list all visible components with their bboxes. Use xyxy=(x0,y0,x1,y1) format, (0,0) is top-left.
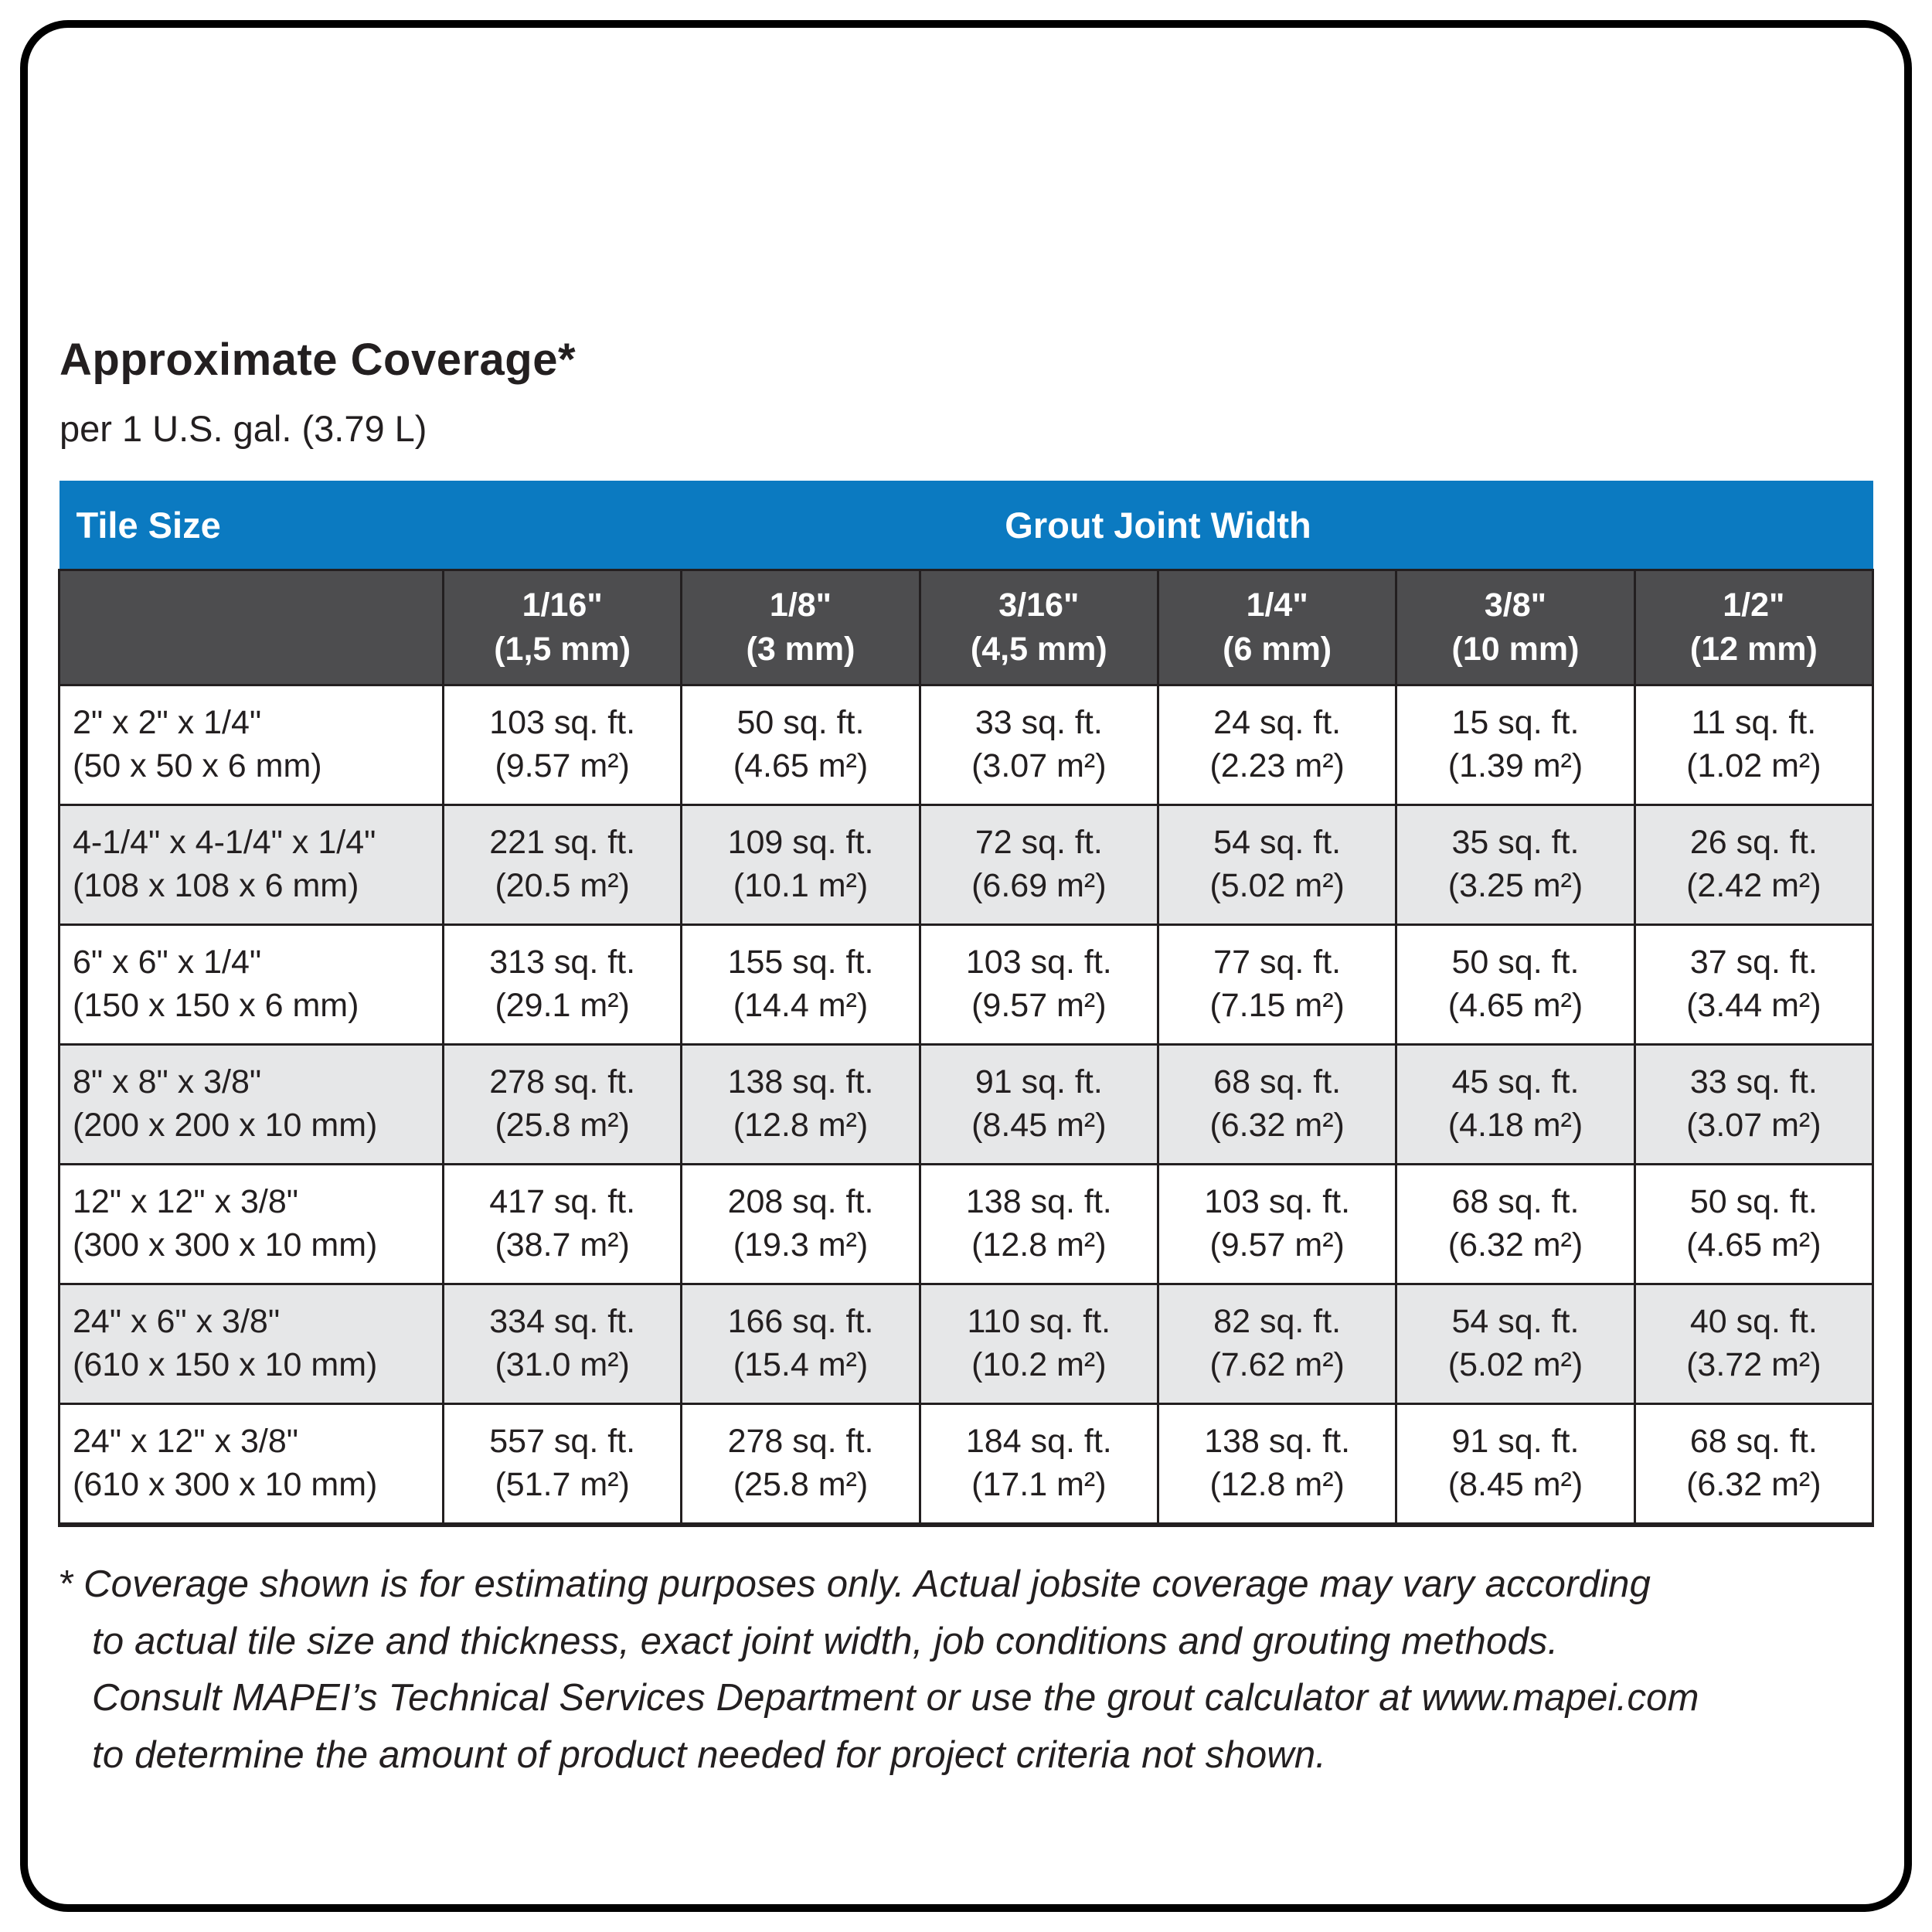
coverage-cell: 24 sq. ft. (2.23 m²) xyxy=(1156,684,1398,806)
coverage-cell: 54 sq. ft. (5.02 m²) xyxy=(1156,804,1398,926)
coverage-cell: 40 sq. ft. (3.72 m²) xyxy=(1633,1283,1875,1405)
tile-size-cell: 2" x 2" x 1/4" (50 x 50 x 6 mm) xyxy=(58,684,444,806)
coverage-cell: 313 sq. ft. (29.1 m²) xyxy=(441,923,683,1046)
coverage-cell: 334 sq. ft. (31.0 m²) xyxy=(441,1283,683,1405)
coverage-cell: 33 sq. ft. (3.07 m²) xyxy=(1633,1043,1875,1165)
footnote-line: to determine the amount of product neede… xyxy=(92,1733,1327,1776)
coverage-cell: 33 sq. ft. (3.07 m²) xyxy=(918,684,1159,806)
coverage-cell: 35 sq. ft. (3.25 m²) xyxy=(1395,804,1636,926)
coverage-cell: 138 sq. ft. (12.8 m²) xyxy=(918,1163,1159,1285)
tile-size-cell: 8" x 8" x 3/8" (200 x 200 x 10 mm) xyxy=(58,1043,444,1165)
coverage-cell: 155 sq. ft. (14.4 m²) xyxy=(680,923,921,1046)
footnote: * Coverage shown is for estimating purpo… xyxy=(58,1556,1874,1784)
page-title: Approximate Coverage* xyxy=(60,335,577,385)
coverage-cell: 103 sq. ft. (9.57 m²) xyxy=(441,684,683,806)
empty-subheader-cell xyxy=(58,569,444,686)
coverage-table-body: 2" x 2" x 1/4" (50 x 50 x 6 mm) 103 sq. ft… xyxy=(58,684,1875,1526)
coverage-cell: 50 sq. ft. (4.65 m²) xyxy=(1633,1163,1875,1285)
footnote-line: to actual tile size and thickness, exact… xyxy=(92,1620,1559,1662)
coverage-cell: 26 sq. ft. (2.42 m²) xyxy=(1633,804,1875,926)
coverage-cell: 110 sq. ft. (10.2 m²) xyxy=(918,1283,1159,1405)
coverage-cell: 37 sq. ft. (3.44 m²) xyxy=(1633,923,1875,1046)
coverage-cell: 15 sq. ft. (1.39 m²) xyxy=(1395,684,1636,806)
coverage-cell: 91 sq. ft. (8.45 m²) xyxy=(918,1043,1159,1165)
joint-width-subheader-row: 1/16" (1,5 mm) 1/8" (3 mm) 3/16" (4,5 mm) 1/4"… xyxy=(58,569,1875,686)
joint-width-header-cell: 1/2" (12 mm) xyxy=(1633,569,1875,686)
coverage-cell: 138 sq. ft. (12.8 m²) xyxy=(680,1043,921,1165)
coverage-cell: 45 sq. ft. (4.18 m²) xyxy=(1395,1043,1636,1165)
table-row: 6" x 6" x 1/4" (150 x 150 x 6 mm) 313 sq. … xyxy=(58,923,1875,1046)
coverage-table: Tile Size Grout Joint Width 1/16" (1,5 mm… xyxy=(58,481,1875,1527)
table-header-row: Tile Size Grout Joint Width xyxy=(59,481,1873,570)
coverage-cell: 68 sq. ft. (6.32 m²) xyxy=(1395,1163,1636,1285)
tile-size-cell: 6" x 6" x 1/4" (150 x 150 x 6 mm) xyxy=(58,923,444,1046)
coverage-cell: 278 sq. ft. (25.8 m²) xyxy=(441,1043,683,1165)
coverage-cell: 68 sq. ft. (6.32 m²) xyxy=(1156,1043,1398,1165)
joint-width-header-cell: 1/8" (3 mm) xyxy=(680,569,921,686)
footnote-line: * Coverage shown is for estimating purpo… xyxy=(58,1563,1651,1605)
table-row: 24" x 12" x 3/8" (610 x 300 x 10 mm) 557 s… xyxy=(58,1403,1875,1526)
tile-size-header: Tile Size xyxy=(59,481,444,570)
coverage-cell: 91 sq. ft. (8.45 m²) xyxy=(1395,1403,1636,1526)
joint-width-header-cell: 3/8" (10 mm) xyxy=(1395,569,1636,686)
coverage-cell: 103 sq. ft. (9.57 m²) xyxy=(1156,1163,1398,1285)
coverage-cell: 184 sq. ft. (17.1 m²) xyxy=(918,1403,1159,1526)
table-row: 24" x 6" x 3/8" (610 x 150 x 10 mm) 334 sq… xyxy=(58,1283,1875,1405)
table-row: 4-1/4" x 4-1/4" x 1/4" (108 x 108 x 6 mm)… xyxy=(58,804,1875,926)
joint-width-header-cell: 1/16" (1,5 mm) xyxy=(441,569,683,686)
joint-width-header-cell: 3/16" (4,5 mm) xyxy=(918,569,1159,686)
table-row: 2" x 2" x 1/4" (50 x 50 x 6 mm) 103 sq. ft… xyxy=(58,684,1875,806)
coverage-cell: 166 sq. ft. (15.4 m²) xyxy=(680,1283,921,1405)
coverage-cell: 72 sq. ft. (6.69 m²) xyxy=(918,804,1159,926)
coverage-cell: 221 sq. ft. (20.5 m²) xyxy=(441,804,683,926)
coverage-cell: 103 sq. ft. (9.57 m²) xyxy=(918,923,1159,1046)
coverage-cell: 278 sq. ft. (25.8 m²) xyxy=(680,1403,921,1526)
coverage-cell: 82 sq. ft. (7.62 m²) xyxy=(1156,1283,1398,1405)
tile-size-cell: 12" x 12" x 3/8" (300 x 300 x 10 mm) xyxy=(58,1163,444,1285)
tile-size-cell: 24" x 12" x 3/8" (610 x 300 x 10 mm) xyxy=(58,1403,444,1526)
tile-size-cell: 4-1/4" x 4-1/4" x 1/4" (108 x 108 x 6 mm) xyxy=(58,804,444,926)
coverage-cell: 50 sq. ft. (4.65 m²) xyxy=(680,684,921,806)
coverage-cell: 417 sq. ft. (38.7 m²) xyxy=(441,1163,683,1285)
grout-joint-width-header: Grout Joint Width xyxy=(443,481,1873,570)
coverage-cell: 68 sq. ft. (6.32 m²) xyxy=(1633,1403,1875,1526)
table-row: 8" x 8" x 3/8" (200 x 200 x 10 mm) 278 sq.… xyxy=(58,1043,1875,1165)
page-subtitle: per 1 U.S. gal. (3.79 L) xyxy=(60,408,427,449)
coverage-cell: 109 sq. ft. (10.1 m²) xyxy=(680,804,921,926)
coverage-cell: 557 sq. ft. (51.7 m²) xyxy=(441,1403,683,1526)
footnote-line: Consult MAPEI’s Technical Services Depar… xyxy=(92,1677,1699,1719)
coverage-section: Approximate Coverage* per 1 U.S. gal. (3… xyxy=(58,334,1875,1784)
coverage-cell: 208 sq. ft. (19.3 m²) xyxy=(680,1163,921,1285)
coverage-cell: 138 sq. ft. (12.8 m²) xyxy=(1156,1403,1398,1526)
coverage-cell: 50 sq. ft. (4.65 m²) xyxy=(1395,923,1636,1046)
table-row: 12" x 12" x 3/8" (300 x 300 x 10 mm) 417 s… xyxy=(58,1163,1875,1285)
coverage-cell: 54 sq. ft. (5.02 m²) xyxy=(1395,1283,1636,1405)
coverage-cell: 11 sq. ft. (1.02 m²) xyxy=(1633,684,1875,806)
tile-size-cell: 24" x 6" x 3/8" (610 x 150 x 10 mm) xyxy=(58,1283,444,1405)
coverage-cell: 77 sq. ft. (7.15 m²) xyxy=(1156,923,1398,1046)
joint-width-header-cell: 1/4" (6 mm) xyxy=(1156,569,1398,686)
